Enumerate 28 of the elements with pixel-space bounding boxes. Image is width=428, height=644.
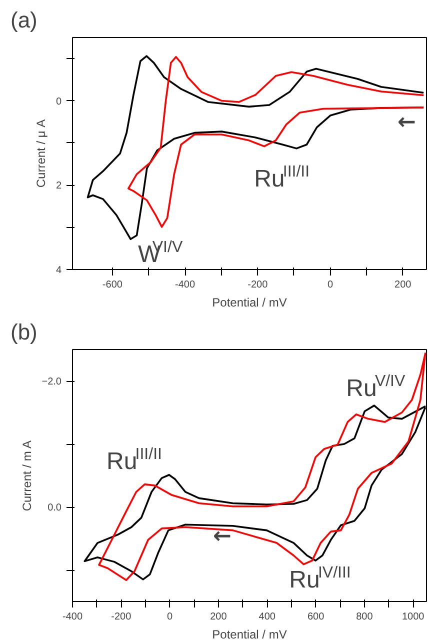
y-tick-label: −2.0: [42, 376, 62, 388]
x-tick-label: -400: [62, 612, 83, 622]
x-axis-title: Potential / mV: [212, 296, 287, 310]
y-tick-label: 4: [56, 265, 62, 276]
x-tick-label: 1000: [402, 612, 425, 622]
chart-title: (a): [10, 8, 38, 32]
chart-title: (b): [10, 320, 38, 344]
x-tick-label: 400: [258, 612, 276, 622]
y-tick-label: 0: [56, 96, 62, 108]
x-tick-label: -600: [102, 280, 123, 290]
x-tick-label: 0: [328, 280, 334, 290]
annotation: ←: [213, 524, 232, 550]
x-tick-label: 600: [307, 612, 325, 622]
y-tick-label: 2: [56, 180, 62, 192]
x-tick-label: 200: [210, 612, 228, 622]
x-tick-label: -400: [175, 280, 196, 290]
x-tick-label: -200: [111, 612, 132, 622]
x-tick-label: 200: [394, 280, 412, 290]
y-tick-label: 0.0: [48, 502, 62, 514]
y-axis-title: Current / m A: [20, 440, 34, 512]
x-tick-label: 800: [356, 612, 374, 622]
x-axis-title: Potential / mV: [212, 628, 287, 642]
x-tick-label: -200: [248, 280, 268, 290]
y-axis-title: Current / μ A: [34, 119, 48, 188]
x-tick-label: 0: [167, 612, 174, 622]
line-series: [128, 56, 424, 228]
annotation: ←: [397, 110, 416, 136]
line-series: [86, 55, 424, 240]
